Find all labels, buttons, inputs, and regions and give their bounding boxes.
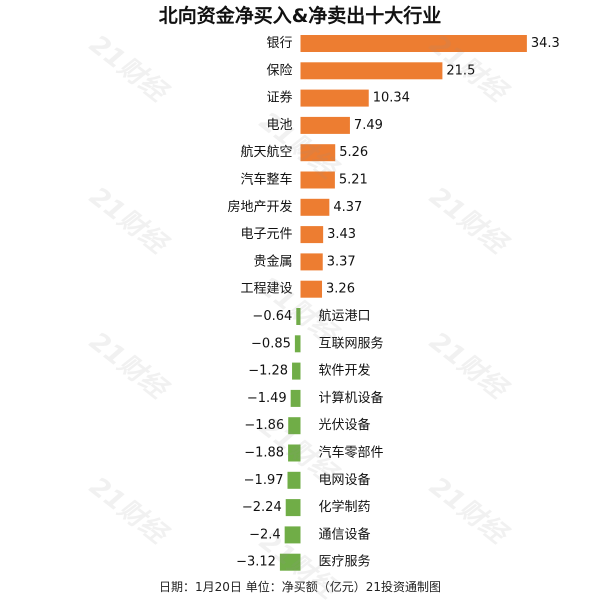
- category-label: 保险: [266, 63, 292, 78]
- bar-房地产开发: [300, 198, 330, 216]
- category-label: 电池: [266, 118, 292, 133]
- bar-计算机设备: [290, 389, 301, 407]
- chart-title: 北向资金净买入&净卖出十大行业: [158, 5, 442, 27]
- category-label: 软件开发: [319, 363, 371, 379]
- value-label: −1.28: [248, 364, 288, 379]
- category-label: 电子元件: [240, 227, 292, 242]
- value-label: −2.24: [242, 500, 282, 515]
- category-label: 汽车零部件: [319, 445, 384, 461]
- value-label: 3.43: [327, 227, 356, 242]
- value-label: −2.4: [249, 527, 281, 542]
- value-label: −1.97: [244, 473, 284, 488]
- bar-软件开发: [292, 362, 301, 380]
- value-label: 7.49: [354, 118, 383, 133]
- bar-电池: [300, 116, 350, 134]
- bar-电网设备: [287, 471, 301, 489]
- bar-医疗服务: [279, 553, 301, 571]
- value-label: −1.88: [244, 446, 284, 461]
- value-label: 21.5: [446, 63, 475, 78]
- category-label: 工程建设: [240, 282, 292, 297]
- category-label: 通信设备: [319, 526, 371, 542]
- bar-贵金属: [300, 253, 323, 271]
- value-label: −3.12: [236, 555, 276, 570]
- value-label: 5.21: [339, 173, 368, 188]
- category-label: 化学制药: [319, 499, 371, 515]
- bar-汽车整车: [300, 171, 335, 189]
- value-label: 3.37: [327, 254, 356, 269]
- category-label: 银行: [266, 36, 292, 51]
- bar-工程建设: [300, 280, 323, 298]
- bar-证券: [300, 89, 369, 107]
- value-label: 34.3: [531, 36, 560, 51]
- bar-通信设备: [284, 526, 301, 544]
- bar-保险: [300, 62, 443, 80]
- bar-航运港口: [296, 308, 301, 325]
- category-label: 贵金属: [253, 253, 292, 269]
- category-label: 证券: [266, 90, 292, 106]
- bar-光伏设备: [288, 417, 301, 435]
- value-label: −0.64: [252, 309, 292, 324]
- chart-footer: 日期：1月20日 单位：净买额（亿元）21投资通制图: [159, 580, 441, 594]
- value-label: −0.85: [251, 336, 291, 351]
- value-label: 5.26: [339, 145, 368, 160]
- bar-电子元件: [300, 226, 324, 244]
- bar-航天航空: [300, 144, 336, 162]
- category-label: 互联网服务: [319, 335, 384, 351]
- bar-化学制药: [285, 499, 301, 517]
- value-label: 3.26: [326, 282, 355, 297]
- bar-互联网服务: [294, 335, 301, 353]
- value-label: −1.86: [244, 418, 284, 433]
- category-label: 医疗服务: [319, 554, 371, 570]
- bar-银行: [300, 35, 527, 52]
- value-label: 4.37: [333, 200, 362, 215]
- category-label: 计算机设备: [319, 390, 384, 406]
- value-label: −1.49: [247, 391, 287, 406]
- value-label: 10.34: [373, 91, 410, 106]
- category-label: 光伏设备: [319, 417, 371, 433]
- category-label: 房地产开发: [227, 199, 292, 215]
- category-label: 航天航空: [240, 144, 292, 160]
- category-label: 电网设备: [319, 472, 371, 488]
- category-label: 汽车整车: [240, 172, 292, 188]
- category-label: 航运港口: [319, 308, 371, 324]
- bar-汽车零部件: [288, 444, 301, 462]
